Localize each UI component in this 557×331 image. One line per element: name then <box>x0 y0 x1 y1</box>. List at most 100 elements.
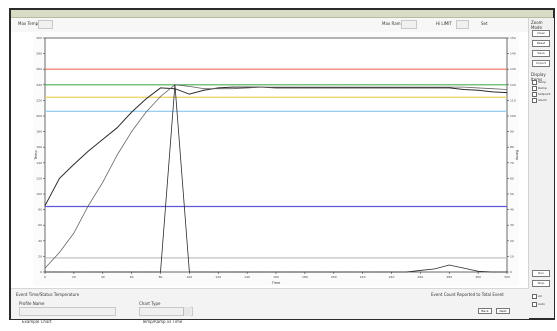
series-point <box>420 86 421 88</box>
import-button[interactable]: Import <box>532 60 550 67</box>
series-point <box>203 271 205 273</box>
clear-button[interactable]: Clear <box>532 30 550 37</box>
series-point <box>44 271 46 273</box>
series-point <box>362 87 363 89</box>
series-point <box>347 87 349 89</box>
profile-name-field[interactable]: Example Chart <box>19 307 116 324</box>
save-button[interactable]: Save <box>532 50 550 57</box>
y2-tick-label: 90 <box>510 130 514 134</box>
title-bar <box>11 10 553 18</box>
series-point <box>463 86 465 88</box>
series-point <box>492 88 493 90</box>
series-point <box>232 86 234 88</box>
series-point <box>304 86 306 88</box>
series-point <box>246 86 248 88</box>
y-tick-label: 140 <box>36 161 42 165</box>
setpoint-checkbox-label: Setpoint <box>538 92 551 96</box>
series-point <box>463 267 465 269</box>
max-ramp-label: Max Ramp <box>382 21 404 26</box>
series-point <box>102 181 104 183</box>
series-point <box>59 252 60 253</box>
limits-sub-label: Set <box>481 21 488 26</box>
y-tick-label: 0 <box>40 270 42 274</box>
series-point <box>102 139 104 140</box>
all-checkbox-label: All <box>538 294 542 298</box>
y-tick-label: 260 <box>36 67 42 71</box>
y2-tick-label: 120 <box>510 83 516 87</box>
series-point <box>304 271 306 273</box>
series-point <box>492 91 493 93</box>
right-control-panel: Zoom Mode Clear Reset Save Import Displa… <box>528 18 554 318</box>
all-checkbox[interactable] <box>532 294 537 299</box>
bottom-status-bar: Event Time/Status Temperature Event Coun… <box>11 288 529 324</box>
setpoint-checkbox[interactable] <box>532 92 537 97</box>
series-point <box>174 84 176 86</box>
series-point <box>420 270 421 271</box>
series-point <box>391 271 392 273</box>
temp-checkbox[interactable] <box>532 80 537 85</box>
ramp-checkbox[interactable] <box>532 86 537 91</box>
chevron-down-icon[interactable] <box>183 307 191 316</box>
max-ramp-field[interactable] <box>401 20 417 29</box>
series-point <box>290 271 291 273</box>
chart-type-select[interactable]: Temp/Ramp vs Time <box>139 307 193 324</box>
y2-axis-label: Ramp <box>515 150 519 161</box>
series-point <box>405 87 407 89</box>
y2-tick-label: 100 <box>510 114 516 118</box>
series-point <box>448 86 450 88</box>
y-tick-label: 40 <box>38 239 42 243</box>
series-point <box>477 270 479 272</box>
reset-button[interactable]: Reset <box>532 40 550 47</box>
y2-tick-label: 70 <box>510 161 514 165</box>
series-point <box>477 87 479 89</box>
series-point <box>290 87 291 89</box>
series-point <box>318 86 320 88</box>
series-point <box>116 271 118 273</box>
y-axis-label: Temp <box>34 150 38 161</box>
series-point <box>290 86 291 88</box>
series-point <box>275 271 277 273</box>
series-point <box>116 154 118 156</box>
series-point <box>116 127 118 129</box>
series-point <box>434 87 436 89</box>
run-button[interactable]: Run <box>532 270 550 277</box>
y-tick-label: 80 <box>38 208 42 212</box>
next-button[interactable]: Next <box>496 308 510 314</box>
series-point <box>492 271 493 273</box>
series-point <box>203 88 205 90</box>
x-tick-label: 100 <box>187 275 193 279</box>
x-tick-label: 20 <box>72 275 76 279</box>
series-point <box>145 98 147 100</box>
max-temp-field[interactable] <box>38 20 53 29</box>
series-point <box>131 111 132 113</box>
y2-tick-label: 140 <box>510 52 516 56</box>
series-point <box>145 111 147 113</box>
x-tick-label: 240 <box>389 275 395 279</box>
series-point <box>347 86 349 88</box>
alarm-checkbox-label: Alarm <box>538 98 547 102</box>
auto-checkbox-label: Auto <box>538 302 545 306</box>
series-point <box>434 268 436 270</box>
series-point <box>232 88 234 90</box>
x-tick-label: 320 <box>504 275 510 279</box>
plot-area: 0 20 40 60 80 100 120 140 160 180 200 220 240 260 280 3… <box>33 32 519 286</box>
auto-checkbox[interactable] <box>532 302 537 307</box>
y2-tick-label: 130 <box>510 67 516 71</box>
series-point <box>391 87 392 89</box>
x-tick-label: 140 <box>244 275 250 279</box>
limits-field[interactable] <box>456 20 469 29</box>
y-tick-label: 20 <box>38 254 42 258</box>
series-point <box>477 89 479 91</box>
y2-tick-label: 60 <box>510 176 514 180</box>
x-tick-label: 260 <box>418 275 424 279</box>
back-button[interactable]: Back <box>478 308 492 314</box>
y2-tick-label: 150 <box>510 36 516 40</box>
alarm-checkbox[interactable] <box>532 98 537 103</box>
series-point <box>318 87 320 89</box>
stop-button[interactable]: Stop <box>532 280 550 287</box>
series-point <box>160 96 161 97</box>
series-point <box>333 86 335 88</box>
x-tick-label: 0 <box>44 275 46 279</box>
temperature-chart: 0 20 40 60 80 100 120 140 160 180 200 220 240 260 280 3… <box>34 36 519 285</box>
y2-tick-label: 50 <box>510 192 514 196</box>
